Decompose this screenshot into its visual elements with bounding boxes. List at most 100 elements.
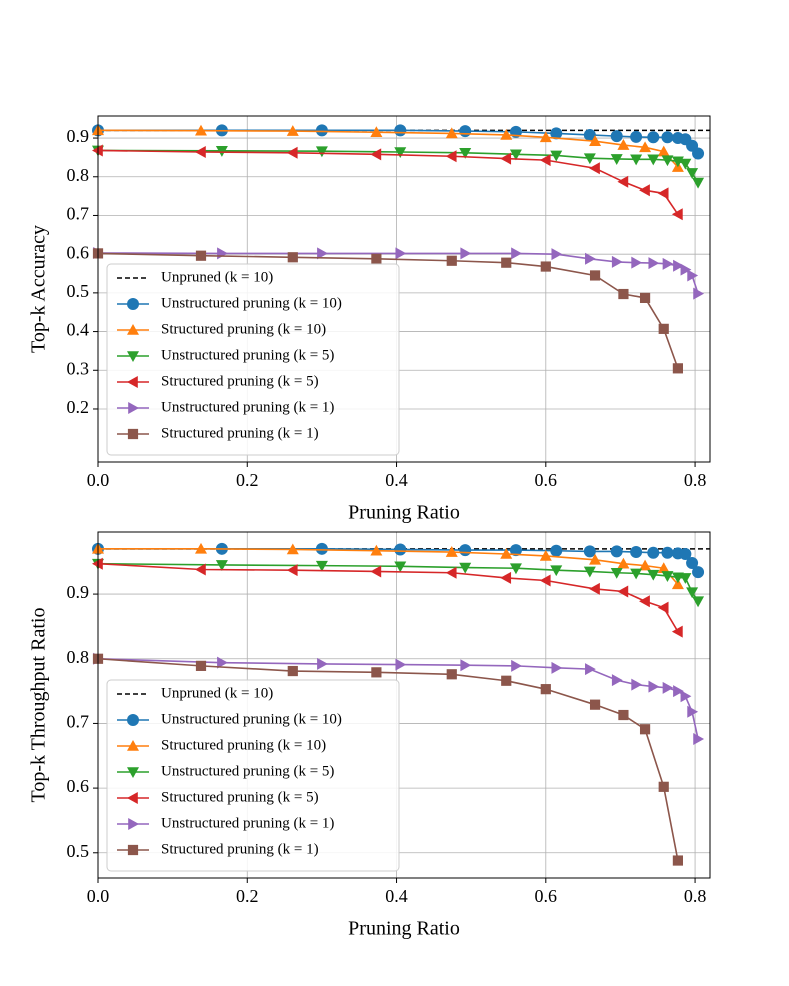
data-point [647,131,660,144]
data-point [92,144,103,157]
data-point [286,564,298,577]
data-point [500,152,512,165]
data-point [639,724,651,735]
data-point [445,127,458,139]
legend-label: Unpruned (k = 10) [161,685,273,701]
data-point [610,154,623,165]
data-point [585,663,596,676]
data-point [315,542,328,555]
data-point [589,270,601,281]
data-point [550,150,563,162]
data-point [686,557,699,570]
data-point [287,252,298,263]
data-point [511,247,522,260]
data-point [371,253,382,264]
legend-marker [127,844,139,856]
legend-label: Structured pruning (k = 10) [161,737,326,753]
data-point [589,162,600,175]
y-axis-label: Top-k Throughput Ratio [28,608,50,803]
data-point [394,561,407,573]
data-point [630,130,643,143]
data-point [630,154,643,166]
data-point [693,287,705,300]
data-point [540,261,551,272]
data-point [679,158,692,170]
y-tick-label: 0.2 [67,397,90,417]
data-point [617,139,630,150]
legend-marker [127,428,139,440]
data-point [657,562,670,574]
data-point [287,665,298,677]
data-point [509,544,522,557]
y-tick-label: 0.6 [67,242,90,262]
data-point [500,128,513,140]
data-point [315,146,328,158]
data-point [671,578,684,590]
data-point [194,542,207,554]
data-point [631,678,643,691]
y-tick-label: 0.9 [67,582,90,602]
legend-label: Structured pruning (k = 1) [161,841,319,857]
data-point [317,247,328,260]
legend-marker [127,376,138,388]
data-point [459,544,472,557]
data-point [550,127,563,140]
legend: Unpruned (k = 10) Unstructured pruning (k… [106,263,400,456]
data-point [194,563,206,576]
data-point [630,568,643,580]
data-point [446,669,457,680]
legend-marker [127,298,139,310]
data-point [647,546,660,559]
data-point [539,154,551,167]
data-point [671,208,683,221]
data-point [583,566,596,578]
data-point [692,596,705,608]
data-point [589,699,601,710]
data-point [661,155,674,167]
data-point [459,125,472,138]
data-point [445,150,457,163]
data-point [194,145,206,158]
x-tick-label: 0.2 [236,470,259,490]
data-point [686,168,699,179]
legend-label: Structured pruning (k = 5) [161,789,319,805]
data-point [460,659,472,672]
data-point [679,547,692,560]
y-tick-label: 0.9 [67,126,90,146]
x-tick-label: 0.6 [535,470,558,490]
data-point [394,124,407,137]
y-tick-label: 0.5 [67,281,90,301]
data-point [661,131,674,144]
legend-label: Structured pruning (k = 5) [161,373,319,389]
data-point [639,141,652,153]
data-point [395,247,407,260]
y-axis-label: Top-k Accuracy [28,225,50,353]
data-point [671,625,683,638]
legend-marker [127,351,139,362]
data-point [371,667,382,678]
data-point [583,128,596,141]
data-point [500,547,513,559]
data-point [686,587,699,599]
data-point [589,582,600,595]
data-point [639,292,651,304]
legend-label: Unstructured pruning (k = 10) [161,711,342,727]
legend-marker [127,740,139,751]
data-point [195,250,207,261]
legend-box [106,679,400,872]
data-point [215,560,228,571]
data-point [630,546,643,559]
legend-label: Unstructured pruning (k = 5) [161,347,334,363]
data-point [647,569,660,581]
data-point [539,574,551,587]
data-point [539,549,552,561]
data-point [550,565,563,577]
data-point [501,675,512,686]
data-point [539,131,552,143]
data-point [445,566,457,579]
x-tick-label: 0.0 [87,470,110,490]
legend-marker [128,402,139,414]
data-point [639,559,652,571]
data-point [658,323,669,334]
data-point [286,146,298,159]
